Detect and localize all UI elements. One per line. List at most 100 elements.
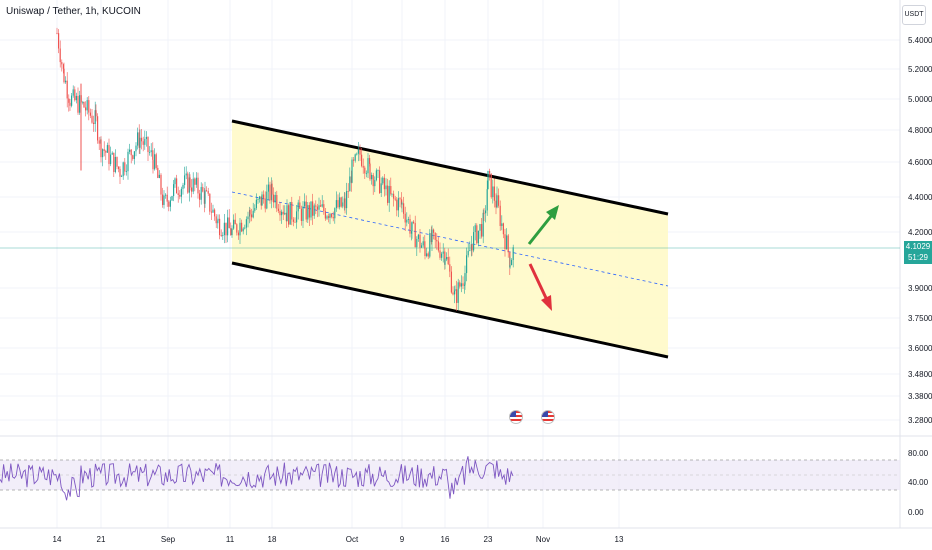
candle-body: [329, 213, 331, 218]
candle-body: [331, 213, 333, 217]
time-tick: 9: [399, 535, 405, 544]
candle-body: [124, 162, 126, 172]
candle-body: [119, 168, 121, 177]
candlestick-series: [56, 27, 514, 311]
candle-body: [342, 202, 344, 207]
candle-body: [189, 177, 191, 188]
candle-body: [367, 158, 369, 174]
candle-body: [479, 224, 481, 231]
candle-body: [449, 264, 451, 272]
candle-body: [481, 224, 483, 237]
candle-body: [316, 206, 318, 210]
candle-body: [446, 256, 448, 260]
candle-body: [456, 289, 458, 303]
candle-body: [242, 228, 244, 232]
candle-body: [426, 253, 428, 257]
candle-body: [397, 198, 399, 211]
candle-body: [106, 145, 108, 153]
candle-body: [56, 32, 58, 34]
candle-body: [411, 221, 413, 232]
candle-body: [424, 248, 426, 257]
candle-body: [202, 187, 204, 192]
candle-body: [105, 150, 107, 153]
us-flag-icon[interactable]: [509, 410, 523, 424]
candle-body: [506, 235, 508, 250]
candle-body: [91, 115, 93, 123]
candle-body: [259, 196, 261, 200]
candle-body: [429, 233, 431, 257]
candle-body: [264, 198, 266, 209]
candle-body: [204, 190, 206, 204]
us-flag-icon[interactable]: [541, 410, 555, 424]
candle-body: [137, 132, 139, 146]
candle-body: [145, 136, 147, 139]
candle-body: [454, 289, 456, 291]
price-tick: 4.8000: [908, 126, 932, 135]
candle-body: [114, 156, 116, 173]
candle-body: [139, 137, 141, 148]
candle-body: [215, 216, 217, 224]
candle-body: [291, 202, 293, 220]
candle-body: [304, 201, 306, 207]
candle-body: [297, 202, 299, 212]
candle-body: [504, 234, 506, 250]
candle-body: [437, 241, 439, 251]
price-tick: 3.7500: [908, 314, 932, 323]
candle-body: [485, 210, 487, 214]
price-tick: 5.0000: [908, 95, 932, 104]
candle-body: [294, 221, 296, 223]
candle-body: [239, 222, 241, 236]
currency-button[interactable]: USDT: [902, 5, 926, 25]
candle-body: [209, 193, 211, 212]
candle-body: [121, 176, 123, 178]
time-tick: 23: [483, 535, 493, 544]
candle-body: [493, 186, 495, 201]
candle-body: [251, 214, 253, 218]
channel-upper-line[interactable]: [231, 119, 669, 216]
candle-body: [335, 200, 337, 209]
candle-body: [152, 159, 154, 170]
candle-body: [474, 225, 476, 233]
candle-body: [427, 253, 429, 257]
candle-body: [483, 212, 485, 214]
candle-body: [320, 205, 322, 207]
candle-body: [261, 194, 263, 206]
price-tick: 4.4000: [908, 193, 932, 202]
candle-body: [277, 208, 279, 211]
candle-body: [171, 196, 173, 201]
candle-body: [180, 188, 182, 197]
candle-body: [93, 122, 95, 125]
candle-body: [177, 193, 179, 195]
candle-body: [300, 208, 302, 221]
candle-body: [349, 176, 351, 192]
candle-body: [63, 68, 65, 83]
candle-body: [406, 219, 408, 223]
candle-body: [414, 223, 416, 248]
candle-body: [444, 259, 446, 265]
candle-body: [344, 198, 346, 209]
candle-body: [299, 202, 301, 209]
candle-body: [424, 241, 426, 249]
candle-body: [288, 205, 290, 225]
candle-body: [257, 199, 259, 200]
candle-body: [98, 140, 100, 144]
candle-body: [263, 194, 265, 199]
candle-body: [359, 149, 361, 155]
time-tick: 16: [440, 535, 450, 544]
candle-body: [236, 224, 238, 233]
candle-body: [129, 149, 131, 152]
candle-body: [149, 152, 151, 153]
candle-body: [457, 282, 459, 303]
candle-body: [71, 95, 73, 106]
price-tick: 3.4800: [908, 370, 932, 379]
candle-body: [266, 191, 268, 209]
candle-body: [371, 174, 373, 180]
time-tick: Sep: [160, 535, 176, 544]
candle-body: [413, 221, 415, 224]
candle-body: [401, 199, 403, 205]
candle-body: [273, 194, 275, 203]
candle-body: [113, 152, 115, 173]
channel-lower-line[interactable]: [231, 261, 669, 359]
candle-body: [313, 205, 315, 216]
